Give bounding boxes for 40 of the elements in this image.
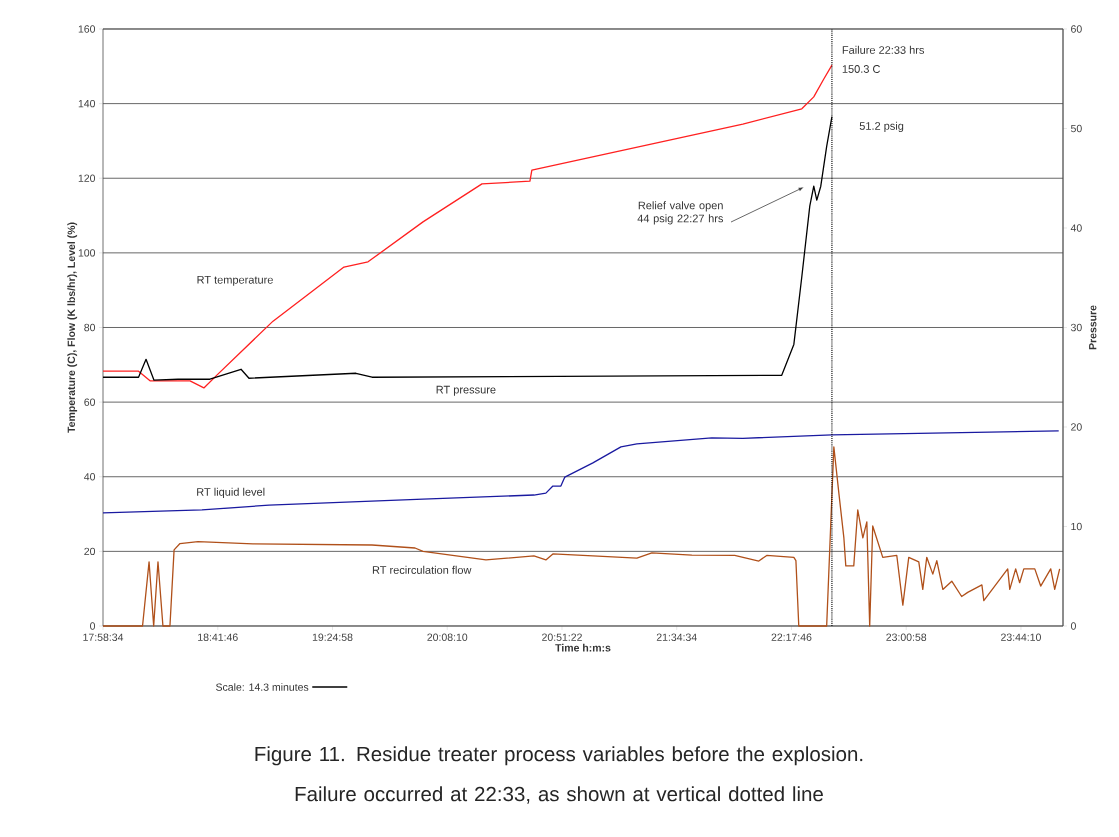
y2-tick-label: 50 — [1070, 124, 1082, 133]
y2-tick-label: 60 — [1071, 25, 1082, 33]
y2-tick-label: 40 — [1070, 224, 1082, 232]
y-tick-label: 20 — [84, 547, 96, 556]
annotation: 51.2 psig — [859, 121, 904, 133]
series-label: RT recirculation flow — [372, 565, 472, 574]
y-tick-label: 40 — [84, 473, 96, 481]
line-series — [102, 446, 1061, 627]
x-tick-label: 22:17:46 — [771, 633, 812, 641]
x-axis-title: Time h:m:s — [555, 643, 611, 652]
y-tick-label: 100 — [78, 249, 96, 257]
y2-axis-title: Pressure — [1089, 305, 1097, 350]
y-axis-title: Temperature (C), Flow (K lbs/hr), Level (%) — [67, 222, 78, 433]
x-tick-label: 20:51:22 — [542, 633, 582, 641]
y2-tick-label: 10 — [1071, 522, 1082, 531]
y-tick-label: 120 — [78, 174, 96, 182]
y2-tick-label: 0 — [1070, 622, 1076, 630]
y-tick-label: 160 — [78, 25, 96, 33]
line-series — [102, 430, 1060, 514]
x-tick-label: 23:44:10 — [1001, 633, 1041, 641]
series-label: RT liquid level — [197, 487, 265, 498]
caption: Figure 11. Residue treater process variables before the explosion. Failure occurred at 22:33, as shown at vertical dotted line — [255, 746, 863, 804]
y2-tick-label: 20 — [1071, 423, 1082, 431]
x-tick-label: 23:00:58 — [886, 633, 927, 641]
y-tick-label: 80 — [84, 323, 96, 332]
series-label: RT pressure — [436, 385, 496, 396]
annotation: Failure 22:33 hrs — [842, 45, 925, 54]
x-tick-label: 19:24:58 — [312, 633, 353, 641]
text: Scale: 14.3 minutes — [216, 683, 309, 691]
x-tick-label: 20:08:10 — [427, 633, 468, 641]
x-tick-label: 21:34:34 — [656, 633, 697, 641]
text: RT temperature — [197, 276, 273, 286]
y-tick-label: 60 — [84, 398, 96, 406]
annotation: 150.3 C — [842, 65, 880, 73]
y-tick-label: 140 — [78, 99, 96, 108]
y-tick-label: 0 — [90, 622, 96, 630]
annotation: Relief valve open 44 psig 22:27 hrs — [637, 201, 724, 225]
x-tick-label: 18:41:46 — [198, 633, 238, 641]
y2-tick-label: 30 — [1070, 323, 1082, 332]
x-tick-label: 17:58:34 — [83, 633, 124, 641]
